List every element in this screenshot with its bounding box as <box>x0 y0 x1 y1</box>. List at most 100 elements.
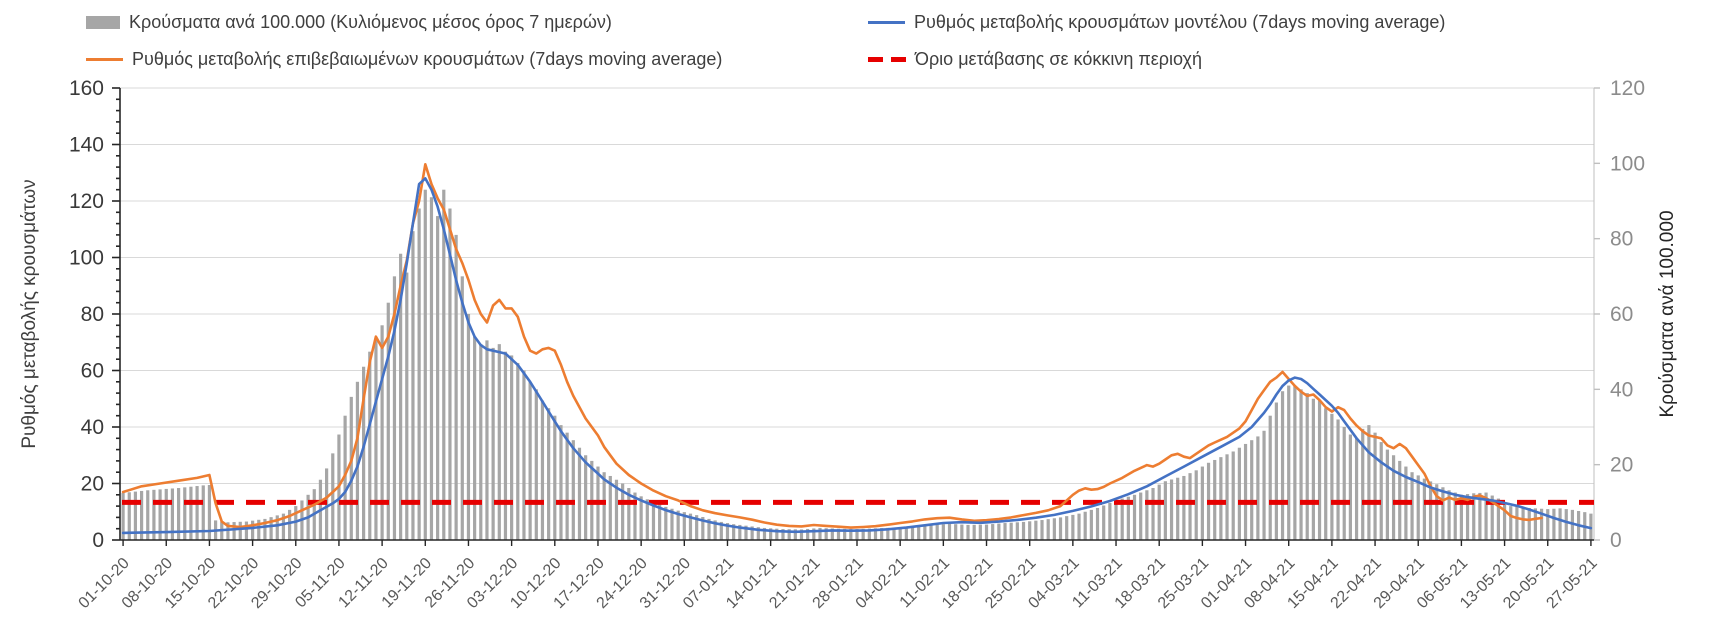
daily-bar <box>1200 466 1204 540</box>
daily-bar <box>670 508 674 540</box>
daily-bar <box>386 302 390 540</box>
daily-bar <box>1071 514 1075 540</box>
daily-bar <box>349 396 353 540</box>
daily-bar <box>565 432 569 540</box>
daily-bar <box>571 440 575 540</box>
daily-bar <box>1422 478 1426 540</box>
x-axis: 01-10-2008-10-2015-10-2022-10-2029-10-20… <box>76 539 1601 612</box>
daily-bar <box>1385 449 1389 540</box>
daily-bar <box>1268 415 1272 540</box>
daily-bar <box>189 486 193 540</box>
daily-bar <box>158 489 162 540</box>
daily-bar <box>510 355 514 540</box>
daily-bar <box>1151 488 1155 540</box>
daily-bar <box>929 524 933 540</box>
daily-bar <box>744 525 748 540</box>
right-axis-tick-label: 120 <box>1610 77 1645 100</box>
daily-bar <box>707 518 711 540</box>
daily-bar <box>139 490 144 540</box>
daily-bar <box>1539 508 1544 540</box>
daily-bar <box>1336 419 1340 540</box>
daily-bar <box>294 506 298 540</box>
daily-bar <box>1009 522 1013 540</box>
gray-bar-swatch-icon <box>86 16 120 29</box>
daily-bar <box>880 528 884 540</box>
daily-bar <box>941 524 945 540</box>
left-axis-tick-label: 20 <box>81 473 104 496</box>
blue-line-swatch-icon <box>868 21 905 24</box>
daily-bar <box>547 408 551 540</box>
daily-bar <box>750 526 754 540</box>
daily-bar <box>281 513 286 540</box>
daily-bar <box>1342 427 1346 540</box>
daily-bar <box>762 527 767 540</box>
daily-bar <box>1484 492 1488 540</box>
daily-bar <box>1373 432 1377 540</box>
daily-bar <box>904 526 908 540</box>
daily-bar <box>1225 454 1229 540</box>
daily-bar <box>1317 400 1322 540</box>
gridlines <box>120 87 1595 540</box>
confirmed-rate-line <box>121 163 1543 529</box>
daily-bar <box>682 512 686 540</box>
daily-bar <box>1361 428 1365 540</box>
model-rate-line <box>121 177 1593 535</box>
daily-bar <box>1250 440 1254 540</box>
daily-bar <box>540 400 545 540</box>
daily-bar <box>1472 493 1476 540</box>
daily-bar <box>1028 521 1032 540</box>
left-axis-tick-label: 60 <box>81 360 104 383</box>
daily-bar <box>355 381 360 540</box>
daily-bar <box>855 529 859 540</box>
daily-bar <box>454 234 458 540</box>
daily-bar <box>701 517 705 540</box>
daily-bar <box>559 425 563 540</box>
daily-bar <box>275 515 279 540</box>
daily-bar <box>1256 436 1260 540</box>
right-axis: 0 20 40 60 80 100 120 <box>1594 77 1645 552</box>
daily-bar <box>127 492 131 540</box>
daily-bar <box>1139 492 1143 540</box>
left-axis: 0 20 40 60 80 100 120 140 160 <box>69 77 121 552</box>
daily-bar <box>1453 492 1457 540</box>
daily-bar <box>627 488 631 540</box>
daily-bar <box>1058 517 1063 540</box>
daily-bar <box>516 362 520 540</box>
daily-bar <box>1052 518 1056 540</box>
daily-bar <box>522 370 526 540</box>
daily-bar <box>1280 391 1285 540</box>
daily-bar <box>1558 508 1562 540</box>
daily-bar <box>238 521 242 540</box>
right-axis-tick-label: 20 <box>1610 454 1633 477</box>
daily-bar <box>799 529 804 540</box>
daily-bar <box>1040 520 1044 540</box>
daily-bar <box>1219 457 1223 540</box>
daily-bar <box>861 528 865 540</box>
left-axis-tick-label: 140 <box>69 134 104 157</box>
daily-bar <box>1182 475 1186 540</box>
daily-bar <box>843 528 847 540</box>
daily-bar <box>1367 425 1371 540</box>
daily-bar <box>1324 408 1328 540</box>
daily-bar <box>1188 473 1192 540</box>
daily-bar <box>738 524 742 540</box>
daily-bar <box>503 351 508 540</box>
daily-bar <box>201 485 205 540</box>
daily-bar <box>331 453 335 540</box>
daily-bar <box>1459 494 1463 540</box>
bars-series-cases-per-100k <box>121 189 1593 541</box>
daily-bar <box>645 499 649 540</box>
daily-bar <box>466 314 471 540</box>
daily-bar <box>121 492 125 540</box>
daily-bar <box>269 517 273 540</box>
daily-bar <box>1391 455 1396 540</box>
daily-bar <box>1496 498 1501 540</box>
daily-bar <box>1564 509 1568 540</box>
daily-bar <box>984 524 989 540</box>
daily-bar <box>1194 470 1198 540</box>
daily-bar <box>1490 495 1494 540</box>
daily-bar <box>528 381 532 540</box>
daily-bar <box>1552 508 1556 540</box>
daily-bar <box>658 504 662 540</box>
